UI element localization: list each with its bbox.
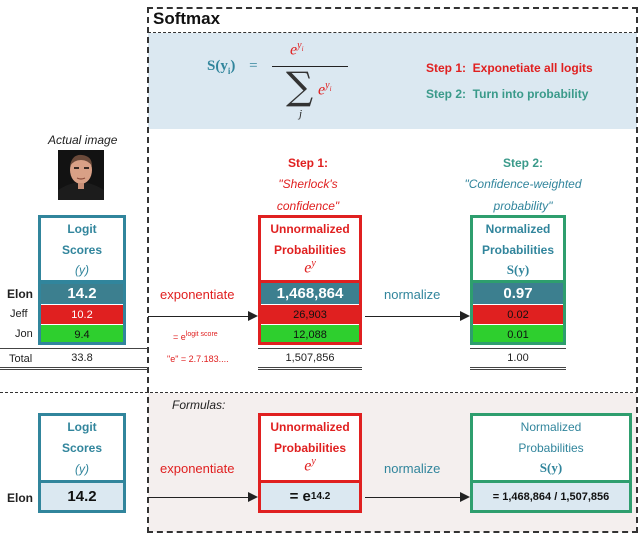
formula-lhs: S(yi) = bbox=[207, 58, 258, 76]
total-prob: 1.00 bbox=[507, 352, 529, 364]
bottom-exponentiate-arrow-head bbox=[248, 492, 258, 502]
e-value-note: "e" = 2.7.183.... bbox=[167, 354, 229, 364]
prob-column-border bbox=[470, 283, 566, 345]
logit-scores-box bbox=[38, 215, 126, 283]
unnormalized-box bbox=[258, 215, 362, 283]
exp-note: = elogit score bbox=[173, 331, 218, 342]
bottom-logit-line1: Logit bbox=[67, 420, 97, 434]
normalize-arrow-line bbox=[365, 316, 460, 317]
normalized-box bbox=[470, 215, 566, 283]
formulas-label: Formulas: bbox=[172, 398, 226, 412]
norm-box-line3: S(y) bbox=[506, 262, 530, 277]
total-unnorm-underline bbox=[258, 348, 362, 349]
portrait-photo-icon bbox=[58, 150, 104, 200]
exponentiate-arrow-head bbox=[248, 311, 258, 321]
bottom-logit-line2: Scores bbox=[61, 441, 103, 455]
unnorm-cell-jon: 12,088 bbox=[258, 325, 362, 344]
sum-symbol: ∑ bbox=[286, 64, 314, 108]
bottom-exponentiate-label: exponentiate bbox=[160, 461, 235, 476]
unnorm-box-line2: Probabilities bbox=[273, 243, 347, 257]
actual-image-label: Actual image bbox=[48, 133, 118, 147]
unnorm-column-border bbox=[258, 283, 362, 345]
row-name-jon: Jon bbox=[15, 328, 33, 340]
separator-mid bbox=[0, 392, 638, 393]
bottom-normalize-arrow-line bbox=[365, 497, 460, 498]
norm-box-line1: Normalized bbox=[485, 222, 551, 236]
bottom-exp-formula: = e 14.2 bbox=[258, 483, 362, 513]
prob-cell-jeff: 0.02 bbox=[470, 305, 566, 324]
bottom-logit-box bbox=[38, 413, 126, 483]
step2-legend: Step 2: Turn into probability bbox=[426, 87, 589, 101]
bottom-norm-line2: Probabilities bbox=[518, 441, 584, 455]
total-prob-double bbox=[470, 367, 566, 370]
prob-cell-elon: 0.97 bbox=[470, 283, 566, 304]
bottom-unnorm-line2: Probabilities bbox=[273, 441, 347, 455]
step1-caption-head: Step 1: bbox=[287, 156, 328, 170]
bottom-unnorm-line1: Unnormalized bbox=[270, 420, 350, 434]
unnorm-cell-jeff: 26,903 bbox=[258, 305, 362, 324]
bottom-norm-line3: S(y) bbox=[539, 460, 563, 475]
step2-caption-line1: "Confidence-weighted bbox=[464, 177, 582, 191]
step1-legend: Step 1: Exponetiate all logits bbox=[426, 61, 593, 75]
logit-column-border bbox=[38, 283, 126, 345]
bottom-norm-line1: Normalized bbox=[520, 420, 582, 434]
sum-index: j bbox=[299, 108, 303, 120]
exponentiate-label: exponentiate bbox=[160, 287, 235, 302]
row-name-jeff: Jeff bbox=[10, 308, 28, 320]
logit-cell-jon: 9.4 bbox=[38, 325, 126, 344]
row-name-elon: Elon bbox=[7, 287, 33, 301]
logit-box-line1: Logit bbox=[67, 222, 97, 236]
bottom-logit-value: 14.2 bbox=[38, 483, 126, 513]
bottom-norm-box bbox=[470, 413, 632, 483]
formula-denominator: eyi bbox=[318, 80, 332, 99]
total-prob-underline bbox=[470, 348, 566, 349]
bottom-normalize-arrow-head bbox=[460, 492, 470, 502]
norm-box-line2: Probabilities bbox=[481, 243, 555, 257]
total-unnorm-double bbox=[258, 367, 362, 370]
bottom-row-name: Elon bbox=[7, 491, 33, 505]
fraction-bar bbox=[272, 66, 348, 67]
logit-box-line3: (y) bbox=[75, 263, 89, 277]
unnorm-box-line1: Unnormalized bbox=[270, 222, 350, 236]
normalize-arrow-head bbox=[460, 311, 470, 321]
bottom-unnorm-line3: ey bbox=[304, 456, 316, 475]
page-title: Softmax bbox=[153, 9, 221, 28]
bottom-logit-line3: (y) bbox=[75, 462, 89, 476]
bottom-unnorm-box bbox=[258, 413, 362, 483]
exponentiate-arrow-line bbox=[148, 316, 248, 317]
logit-cell-jeff: 10.2 bbox=[38, 305, 126, 324]
bottom-norm-formula: = 1,468,864 / 1,507,856 bbox=[470, 483, 632, 513]
total-logit: 33.8 bbox=[71, 352, 93, 364]
prob-cell-jon: 0.01 bbox=[470, 325, 566, 344]
logit-cell-elon: 14.2 bbox=[38, 283, 126, 304]
softmax-frame bbox=[147, 7, 638, 533]
formula-band bbox=[148, 33, 637, 129]
unnorm-cell-elon: 1,468,864 bbox=[258, 283, 362, 304]
bottom-exponentiate-arrow-line bbox=[148, 497, 248, 498]
normalize-label: normalize bbox=[384, 287, 441, 302]
step2-caption-head: Step 2: bbox=[502, 156, 543, 170]
total-line bbox=[0, 348, 148, 349]
step2-caption-line2: probability" bbox=[493, 199, 553, 213]
logit-box-line2: Scores bbox=[61, 243, 103, 257]
total-unnorm: 1,507,856 bbox=[285, 352, 335, 364]
total-double-line bbox=[0, 367, 148, 370]
row-name-total: Total bbox=[9, 353, 33, 365]
separator-top bbox=[148, 32, 637, 33]
formula-numerator: eyi bbox=[290, 40, 304, 59]
step1-caption-line1: "Sherlock's bbox=[278, 177, 338, 191]
unnorm-box-line3: ey bbox=[304, 258, 316, 277]
step1-caption-line2: confidence" bbox=[276, 199, 340, 213]
bottom-normalize-label: normalize bbox=[384, 461, 441, 476]
